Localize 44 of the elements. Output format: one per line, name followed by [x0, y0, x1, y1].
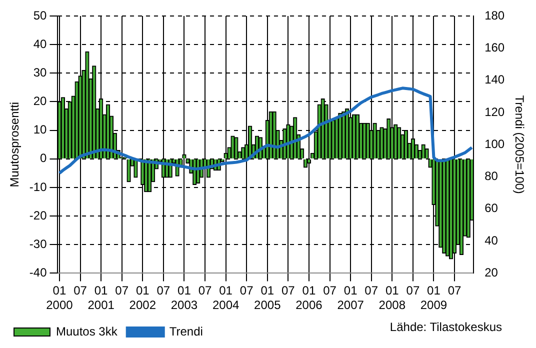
- x-tick-label: 01 2000: [46, 284, 74, 312]
- x-tick-label: 07: [156, 284, 170, 298]
- x-tick-label: 07: [448, 284, 462, 298]
- y-tick-label: 20: [33, 94, 48, 108]
- y-tick-label: -10: [29, 180, 48, 194]
- x-tick-label: 01 2009: [420, 284, 448, 312]
- y2-tick-label: 40: [484, 233, 498, 248]
- y2-tick-label: 80: [484, 169, 498, 184]
- y-tick-label: 0: [40, 151, 48, 166]
- x-tick-label: 07: [115, 284, 129, 298]
- y-axis-title: Muutosprosentti: [8, 102, 22, 188]
- x-tick-label: 01 2005: [254, 284, 282, 312]
- y-tick-label: 30: [33, 65, 48, 80]
- y-tick-label: -30: [29, 236, 48, 251]
- x-tick-label: 07: [364, 284, 378, 298]
- legend-label: Trendi: [169, 324, 203, 338]
- x-tick-label: 07: [240, 284, 254, 298]
- x-tick-label: 07: [74, 284, 88, 298]
- y-tick-label: 50: [33, 8, 48, 22]
- x-tick-label: 01 2008: [378, 284, 406, 312]
- y2-tick-label: 180: [484, 8, 505, 22]
- y2-tick-label: 120: [484, 104, 505, 119]
- x-tick-label: 07: [198, 284, 212, 298]
- y2-tick-label: 100: [484, 136, 505, 151]
- x-tick-label: 07: [282, 284, 296, 298]
- x-tick-label: 01 2004: [212, 284, 240, 312]
- text: Lähde: Tilastokeskus: [390, 320, 502, 334]
- y2-tick-label: 160: [484, 40, 505, 54]
- y2-tick-label: 140: [484, 72, 505, 87]
- x-tick-label: 01 2006: [296, 284, 323, 312]
- y-tick-label: 40: [33, 36, 48, 51]
- y2-tick-label: 60: [484, 201, 498, 216]
- x-tick-label: 07: [323, 284, 337, 298]
- y2-axis-title: Trendi (2005=100): [512, 95, 526, 194]
- y2-tick-label: 20: [484, 266, 498, 280]
- x-tick-label: 07: [406, 284, 420, 298]
- legend-label: Muutos 3kk: [56, 324, 118, 338]
- y-tick-label: -20: [29, 208, 48, 222]
- y-tick-label: -40: [29, 266, 48, 280]
- x-tick-label: 01 2003: [170, 284, 198, 312]
- x-tick-label: 01 2001: [88, 284, 115, 312]
- x-tick-label: 01 2002: [129, 284, 156, 312]
- y-tick-label: 10: [33, 122, 48, 137]
- x-tick-label: 01 2007: [337, 284, 364, 312]
